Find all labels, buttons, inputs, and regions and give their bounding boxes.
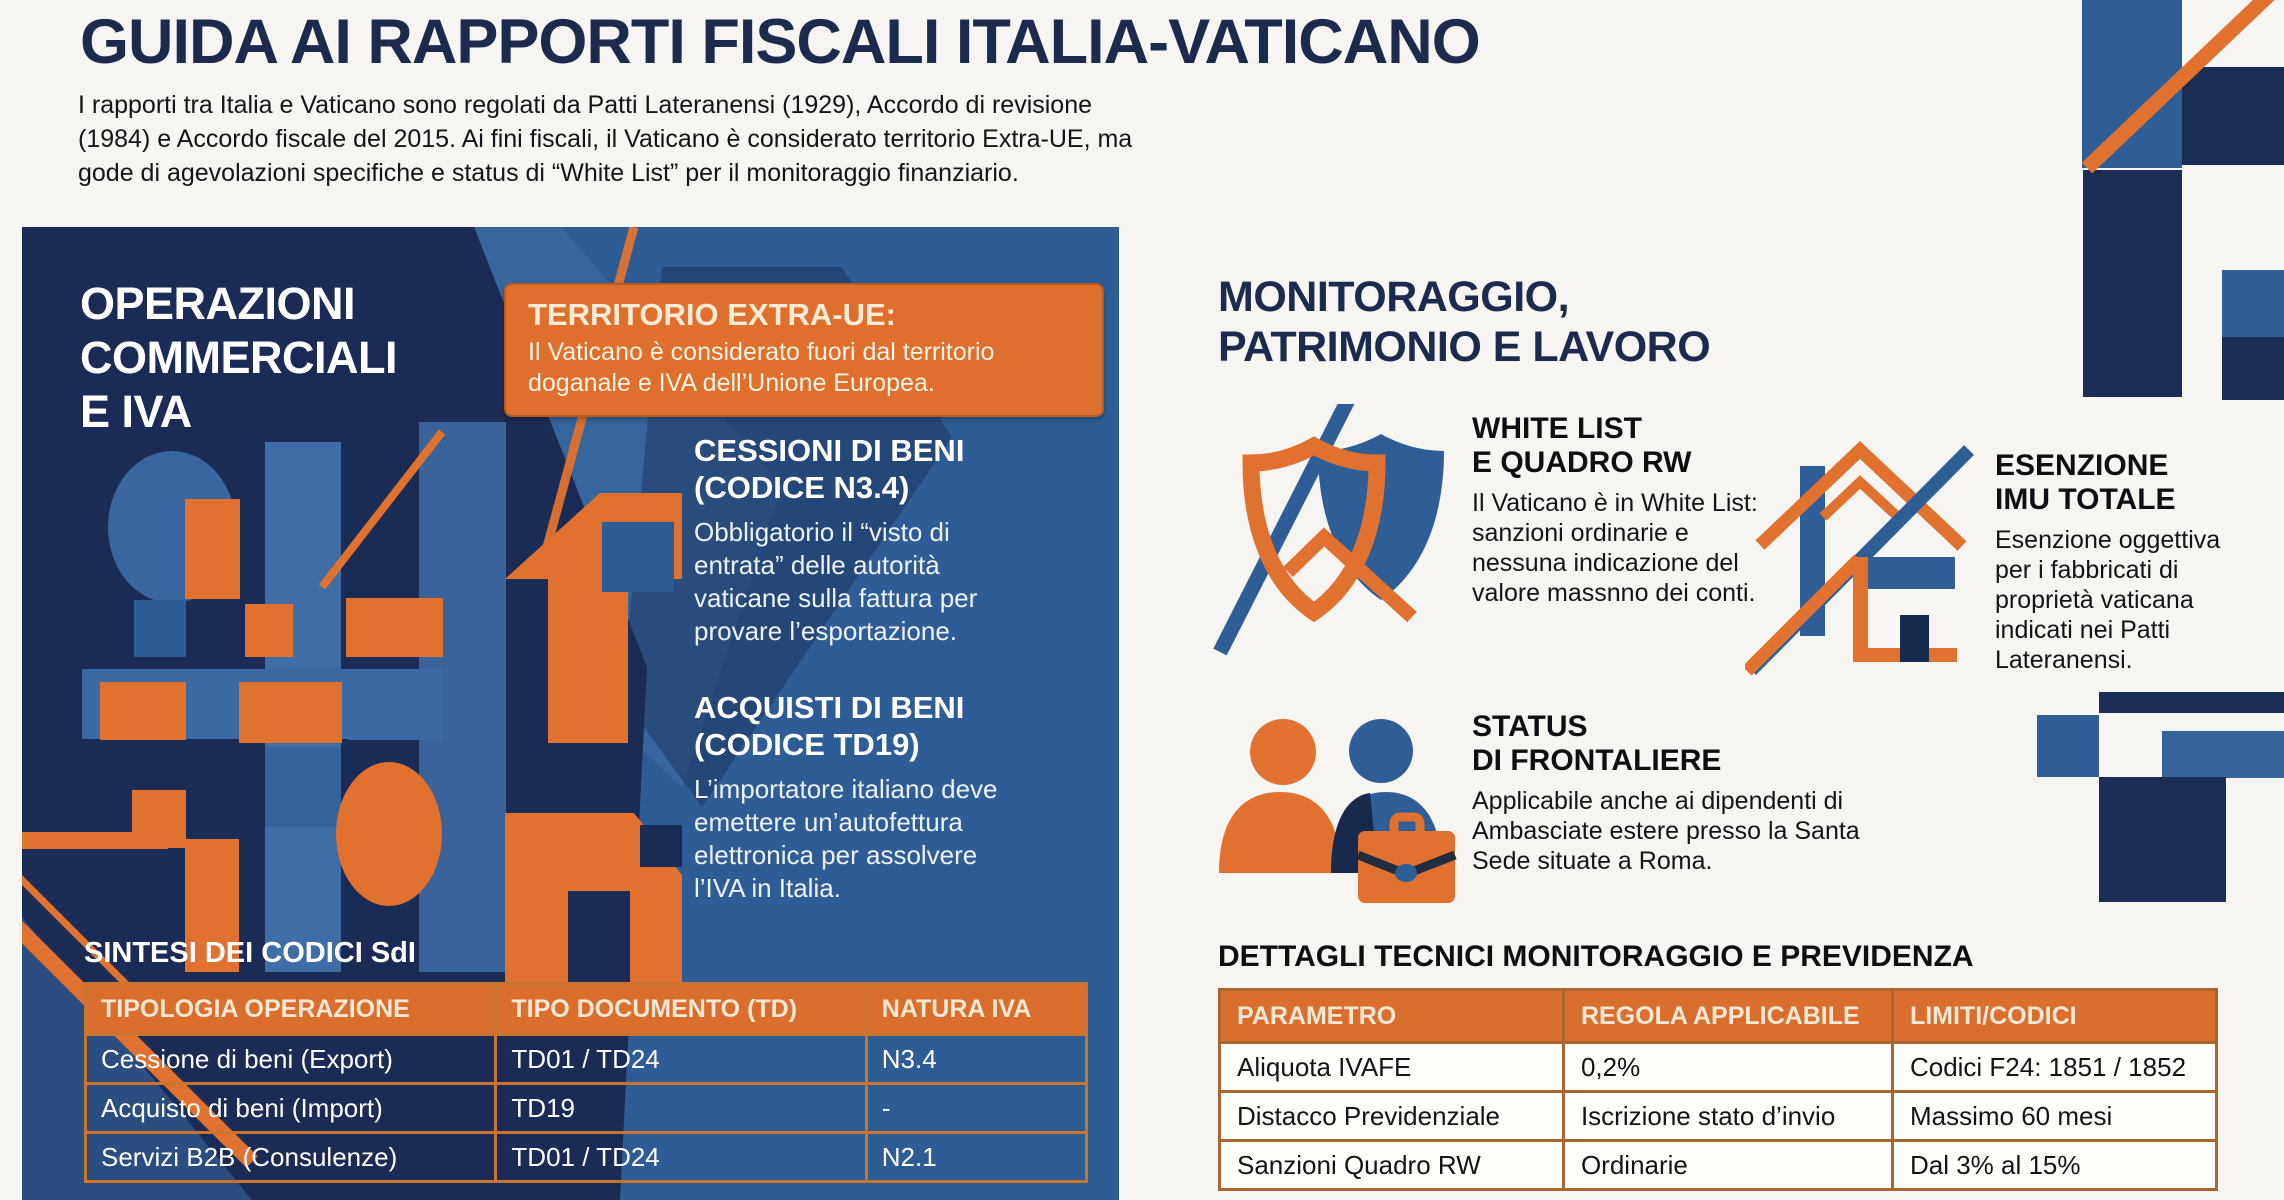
cell: Ordinarie xyxy=(1561,1139,1894,1191)
item-white-list: WHITE LIST E QUADRO RW Il Vaticano è in … xyxy=(1472,412,1782,608)
item-status: STATUS DI FRONTALIERE Applicabile anche … xyxy=(1472,710,1942,876)
item-white-list-title-line-2: E QUADRO RW xyxy=(1472,446,1692,479)
item-white-list-body: Il Vaticano è in White List: sanzioni or… xyxy=(1472,489,1758,607)
left-panel-heading: OPERAZIONI COMMERCIALI E IVA xyxy=(80,277,397,439)
details-table: PARAMETRO REGOLA APPLICABILE LIMITI/CODI… xyxy=(1218,988,2219,1191)
item-esenzione-title-line-1: ESENZIONE xyxy=(1995,449,2169,482)
shield-slash-icon xyxy=(1213,404,1444,656)
sdi-col-natura: NATURA IVA xyxy=(864,982,1089,1036)
table-row: Acquisto di beni (Import) TD19 - xyxy=(83,1082,1089,1134)
cell: N3.4 xyxy=(864,1033,1089,1085)
item-esenzione-title: ESENZIONE IMU TOTALE xyxy=(1995,449,2284,517)
cell: TD19 xyxy=(494,1082,868,1134)
details-header-row: PARAMETRO REGOLA APPLICABILE LIMITI/CODI… xyxy=(1218,988,2219,1044)
cell: Iscrizione stato d’invio xyxy=(1561,1090,1894,1142)
det-col-regola: REGOLA APPLICABILE xyxy=(1561,988,1894,1044)
callout-title: TERRITORIO EXTRA-UE: xyxy=(528,297,896,332)
cell: Aliquota IVAFE xyxy=(1218,1041,1565,1093)
item-status-title-line-1: STATUS xyxy=(1472,710,1588,743)
item-status-title-line-2: DI FRONTALIERE xyxy=(1472,744,1722,777)
item-status-body: Applicabile anche ai dipendenti di Ambas… xyxy=(1472,787,1860,875)
cell: Distacco Previdenziale xyxy=(1218,1090,1565,1142)
details-table-title: DETTAGLI TECNICI MONITORAGGIO E PREVIDEN… xyxy=(1218,940,1974,973)
house-slash-icon xyxy=(1745,441,1974,676)
table-row: Cessione di beni (Export) TD01 / TD24 N3… xyxy=(83,1033,1089,1085)
corner-blocks-decoration-top xyxy=(2081,0,2284,400)
section-cessioni-title: CESSIONI DI BENI (CODICE N3.4) xyxy=(694,432,1044,506)
intro-paragraph: I rapporti tra Italia e Vaticano sono re… xyxy=(78,88,1198,190)
table-row: Aliquota IVAFE 0,2% Codici F24: 1851 / 1… xyxy=(1218,1041,2219,1093)
cell: Acquisto di beni (Import) xyxy=(83,1082,498,1134)
left-panel-heading-line-3: E IVA xyxy=(80,386,192,437)
section-acquisti-title-line-1: ACQUISTI DI BENI xyxy=(694,690,965,725)
sdi-header-row: TIPOLOGIA OPERAZIONE TIPO DOCUMENTO (TD)… xyxy=(83,982,1089,1036)
sdi-table-title: SINTESI DEI CODICI SdI xyxy=(84,937,416,969)
table-row: Sanzioni Quadro RW Ordinarie Dal 3% al 1… xyxy=(1218,1139,2219,1191)
cell: Massimo 60 mesi xyxy=(1890,1090,2219,1142)
section-acquisti-title-line-2: (CODICE TD19) xyxy=(694,727,920,762)
det-col-parametro: PARAMETRO xyxy=(1218,988,1565,1044)
cell: Codici F24: 1851 / 1852 xyxy=(1890,1041,2219,1093)
section-cessioni: CESSIONI DI BENI (CODICE N3.4) Obbligato… xyxy=(694,432,1044,648)
item-esenzione-body: Esenzione oggettiva per i fabbricati di … xyxy=(1995,526,2221,674)
section-acquisti-title: ACQUISTI DI BENI (CODICE TD19) xyxy=(694,689,1044,763)
intro-line-1: I rapporti tra Italia e Vaticano sono re… xyxy=(78,91,1093,119)
table-row: Servizi B2B (Consulenze) TD01 / TD24 N2.… xyxy=(83,1131,1089,1183)
sdi-col-documento: TIPO DOCUMENTO (TD) xyxy=(494,982,868,1036)
right-panel-heading: MONITORAGGIO, PATRIMONIO E LAVORO xyxy=(1218,272,1711,372)
section-cessioni-body: Obbligatorio il “visto di entrata” delle… xyxy=(694,517,978,646)
workers-briefcase-icon xyxy=(1219,719,1457,903)
corner-blocks-decoration-mid xyxy=(2037,692,2284,902)
left-panel: OPERAZIONI COMMERCIALI E IVA TERRITORIO … xyxy=(22,227,1119,1200)
cell: TD01 / TD24 xyxy=(494,1131,868,1183)
left-panel-heading-line-2: COMMERCIALI xyxy=(80,332,397,383)
right-panel-heading-line-1: MONITORAGGIO, xyxy=(1218,273,1570,321)
section-cessioni-title-line-2: (CODICE N3.4) xyxy=(694,470,910,505)
cell: TD01 / TD24 xyxy=(494,1033,868,1085)
item-white-list-title-line-1: WHITE LIST xyxy=(1472,412,1642,445)
intro-line-3: gode di agevolazioni specifiche e status… xyxy=(78,159,1019,187)
det-col-limiti: LIMITI/CODICI xyxy=(1890,988,2219,1044)
section-cessioni-title-line-1: CESSIONI DI BENI xyxy=(694,433,965,468)
cell: Servizi B2B (Consulenze) xyxy=(83,1131,498,1183)
intro-line-2: (1984) e Accordo fiscale del 2015. Ai fi… xyxy=(78,125,1133,153)
cell: - xyxy=(864,1082,1089,1134)
section-acquisti: ACQUISTI DI BENI (CODICE TD19) L’importa… xyxy=(694,689,1044,905)
cell: Dal 3% al 15% xyxy=(1890,1139,2219,1191)
left-panel-heading-line-1: OPERAZIONI xyxy=(80,278,356,329)
cell: Cessione di beni (Export) xyxy=(83,1033,498,1085)
item-white-list-title: WHITE LIST E QUADRO RW xyxy=(1472,412,1782,480)
page-title: GUIDA AI RAPPORTI FISCALI ITALIA-VATICAN… xyxy=(80,7,1481,77)
callout-body: Il Vaticano è considerato fuori dal terr… xyxy=(528,338,995,397)
section-acquisti-body: L’importatore italiano deve emettere un’… xyxy=(694,774,998,903)
sdi-codes-table: TIPOLOGIA OPERAZIONE TIPO DOCUMENTO (TD)… xyxy=(83,982,1089,1183)
cell: N2.1 xyxy=(864,1131,1089,1183)
item-esenzione: ESENZIONE IMU TOTALE Esenzione oggettiva… xyxy=(1995,449,2284,675)
table-row: Distacco Previdenziale Iscrizione stato … xyxy=(1218,1090,2219,1142)
item-status-title: STATUS DI FRONTALIERE xyxy=(1472,710,1942,778)
right-panel-heading-line-2: PATRIMONIO E LAVORO xyxy=(1218,323,1711,371)
sdi-col-tipologia: TIPOLOGIA OPERAZIONE xyxy=(83,982,498,1036)
cell: Sanzioni Quadro RW xyxy=(1218,1139,1565,1191)
item-esenzione-title-line-2: IMU TOTALE xyxy=(1995,483,2176,516)
extra-ue-callout: TERRITORIO EXTRA-UE: Il Vaticano è consi… xyxy=(504,283,1104,417)
cell: 0,2% xyxy=(1561,1041,1894,1093)
